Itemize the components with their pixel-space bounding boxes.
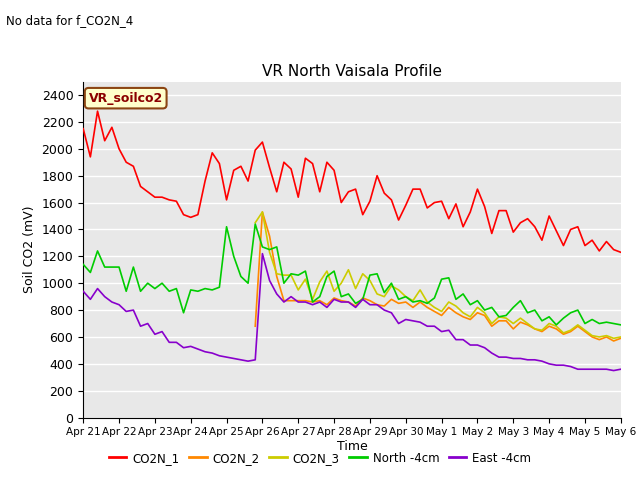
X-axis label: Time: Time (337, 440, 367, 453)
Legend: CO2N_1, CO2N_2, CO2N_3, North -4cm, East -4cm: CO2N_1, CO2N_2, CO2N_3, North -4cm, East… (104, 447, 536, 469)
Y-axis label: Soil CO2 (mV): Soil CO2 (mV) (23, 206, 36, 293)
Text: No data for f_CO2N_4: No data for f_CO2N_4 (6, 14, 134, 27)
Title: VR North Vaisala Profile: VR North Vaisala Profile (262, 64, 442, 79)
Text: VR_soilco2: VR_soilco2 (88, 92, 163, 105)
